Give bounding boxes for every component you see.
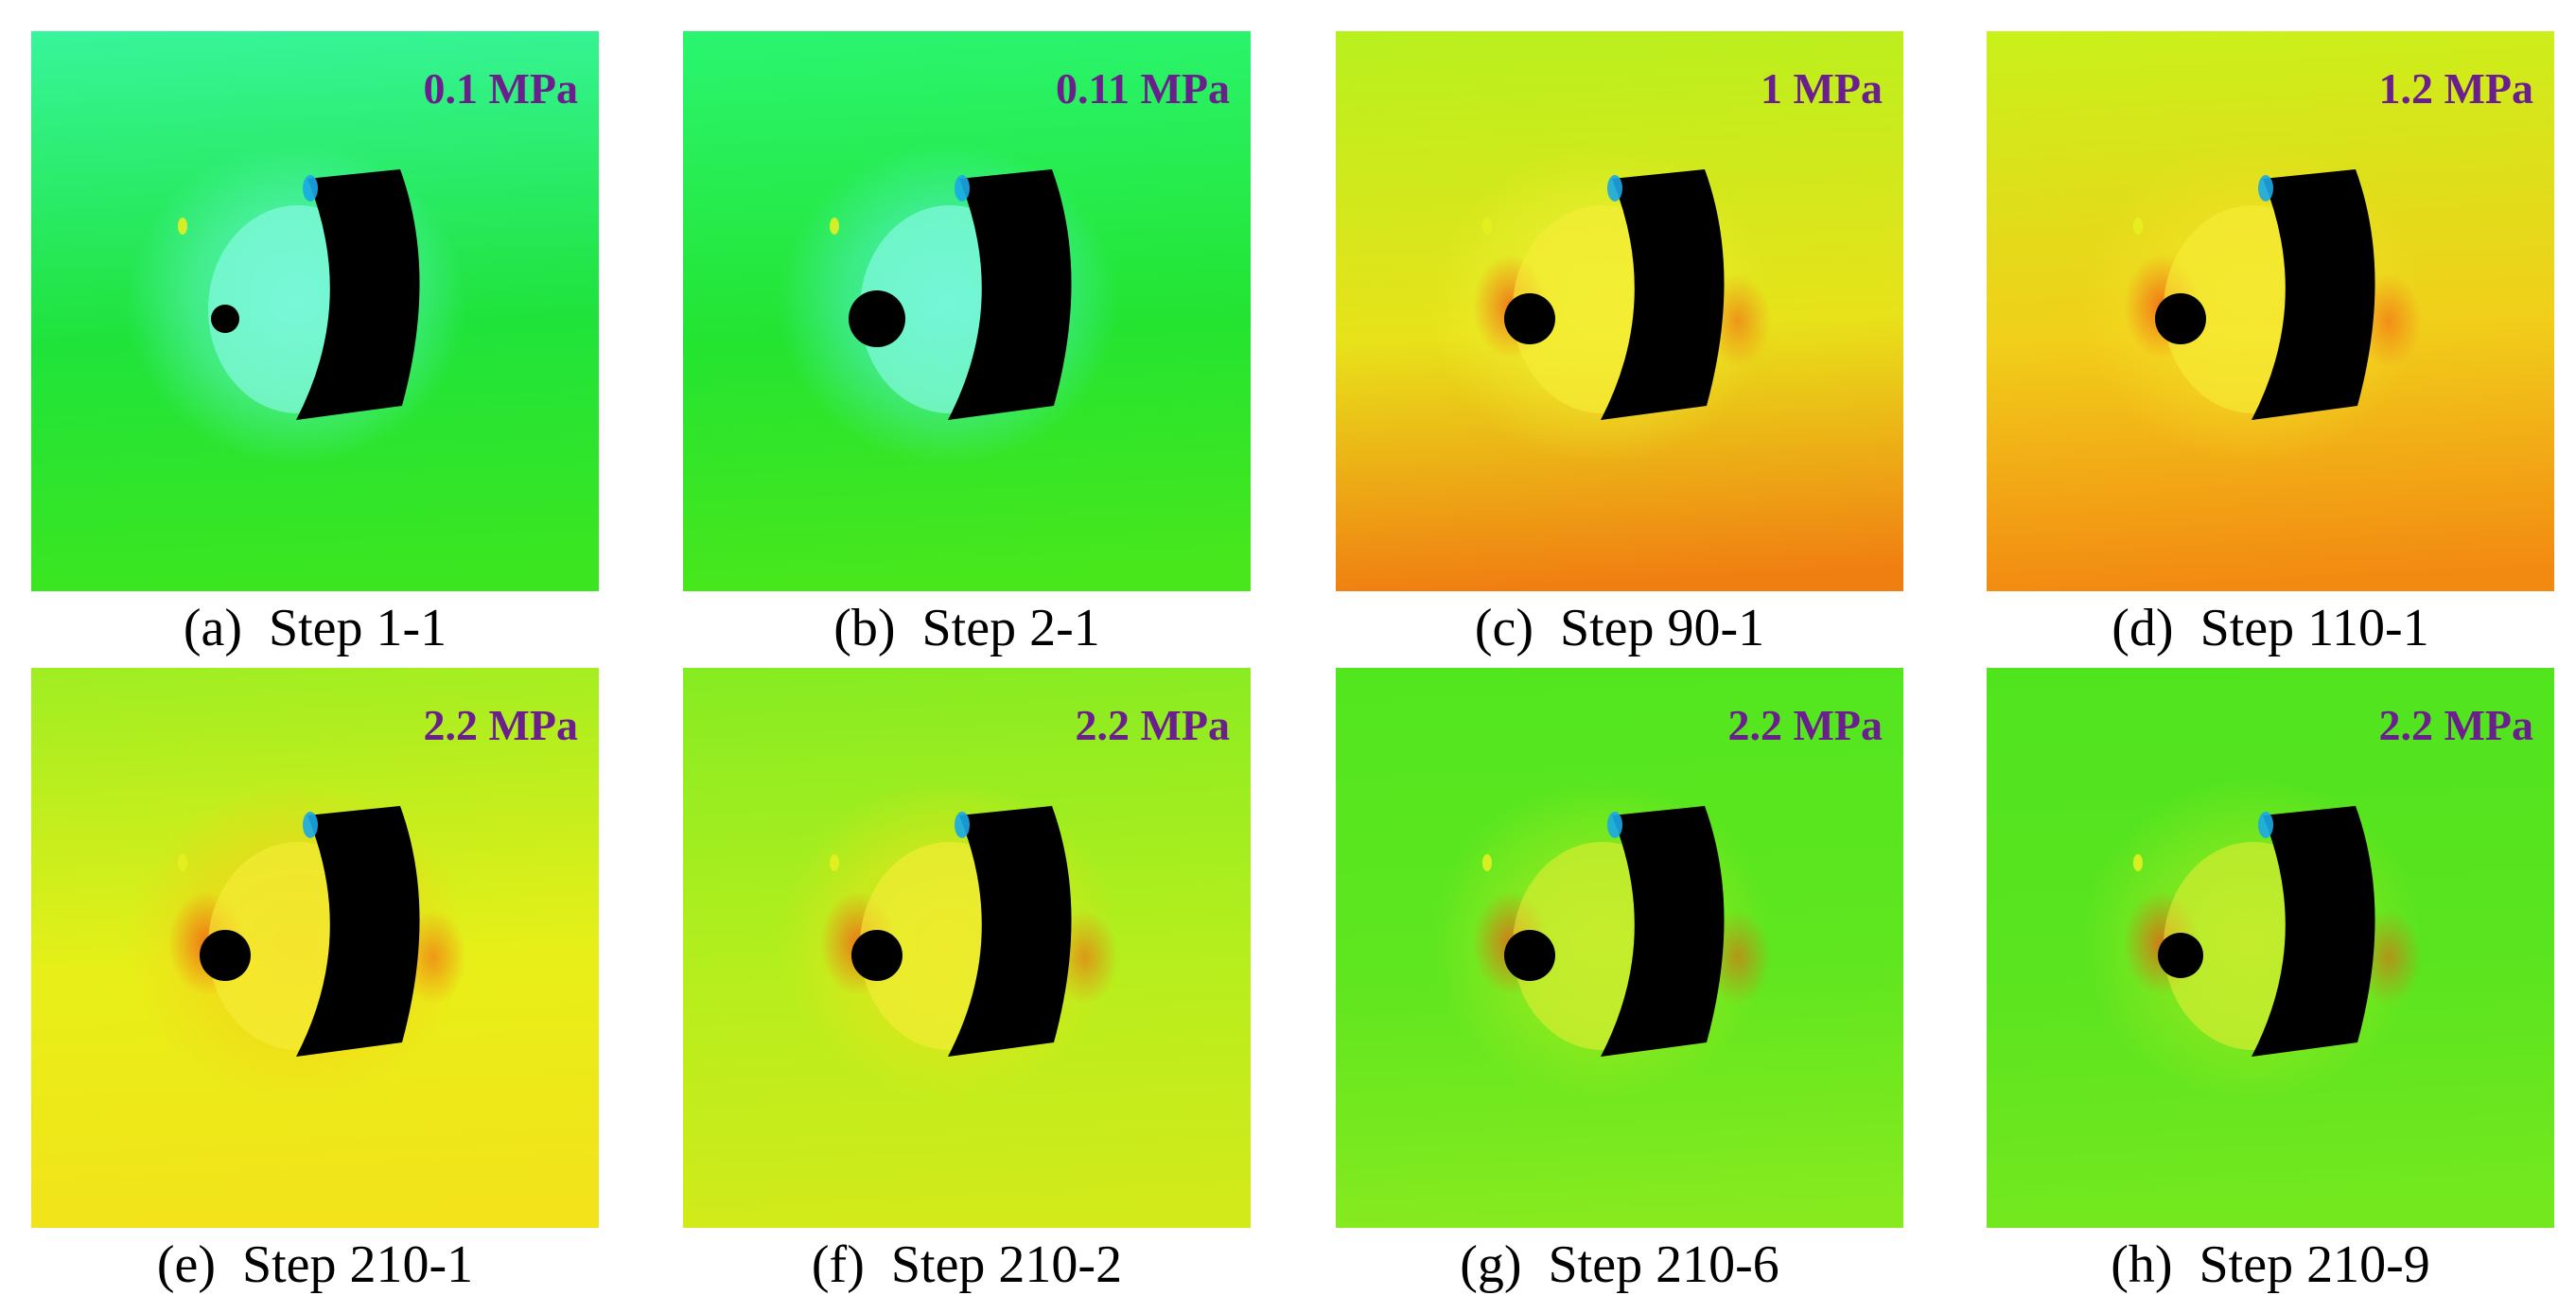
panel-c: 1 MPa — [1336, 31, 1903, 591]
caption-step: Step 90-1 — [1559, 599, 1765, 657]
caption-letter: (e) — [156, 1235, 216, 1294]
caption-step: Step 110-1 — [2199, 599, 2429, 657]
panel-d: 1.2 MPa — [1987, 31, 2554, 591]
stress-field-image — [683, 31, 1251, 591]
pressure-label: 0.1 MPa — [423, 64, 578, 113]
pressure-label: 1 MPa — [1760, 64, 1883, 113]
caption-step: Step 210-9 — [2199, 1235, 2430, 1294]
stress-field-image — [1336, 668, 1903, 1228]
caption-letter: (b) — [833, 599, 896, 657]
caption-step: Step 1-1 — [268, 599, 447, 657]
caption-letter: (f) — [811, 1235, 865, 1294]
caption-step: Step 2-1 — [921, 599, 1100, 657]
caption-c: (c) Step 90-1 — [1336, 598, 1903, 658]
caption-letter: (d) — [2112, 599, 2174, 657]
panel-f: 2.2 MPa — [683, 668, 1251, 1228]
panel-g: 2.2 MPa — [1336, 668, 1903, 1228]
stress-field-image — [683, 668, 1251, 1228]
caption-f: (f) Step 210-2 — [683, 1234, 1251, 1295]
pressure-label: 2.2 MPa — [1075, 701, 1230, 749]
panel-b: 0.11 MPa — [683, 31, 1251, 591]
pressure-label: 2.2 MPa — [2378, 701, 2533, 749]
stress-field-image — [1987, 668, 2554, 1228]
caption-letter: (h) — [2111, 1235, 2173, 1294]
panel-a: 0.1 MPa — [31, 31, 599, 591]
pressure-label: 2.2 MPa — [423, 701, 578, 749]
stress-field-image — [31, 668, 599, 1228]
caption-e: (e) Step 210-1 — [31, 1234, 599, 1295]
pressure-label: 0.11 MPa — [1056, 64, 1230, 113]
pressure-label: 2.2 MPa — [1727, 701, 1883, 749]
caption-b: (b) Step 2-1 — [683, 598, 1251, 658]
caption-step: Step 210-2 — [890, 1235, 1123, 1294]
panel-e: 2.2 MPa — [31, 668, 599, 1228]
caption-g: (g) Step 210-6 — [1336, 1234, 1903, 1295]
caption-a: (a) Step 1-1 — [31, 598, 599, 658]
pressure-label: 1.2 MPa — [2378, 64, 2533, 113]
caption-letter: (a) — [183, 599, 242, 657]
caption-step: Step 210-1 — [241, 1235, 474, 1294]
caption-h: (h) Step 210-9 — [1987, 1234, 2554, 1295]
caption-step: Step 210-6 — [1548, 1235, 1779, 1294]
caption-letter: (c) — [1474, 599, 1533, 657]
stress-field-image — [1336, 31, 1903, 591]
stress-field-image — [31, 31, 599, 591]
stress-field-image — [1987, 31, 2554, 591]
caption-letter: (g) — [1460, 1235, 1522, 1294]
caption-d: (d) Step 110-1 — [1987, 598, 2554, 658]
panel-h: 2.2 MPa — [1987, 668, 2554, 1228]
